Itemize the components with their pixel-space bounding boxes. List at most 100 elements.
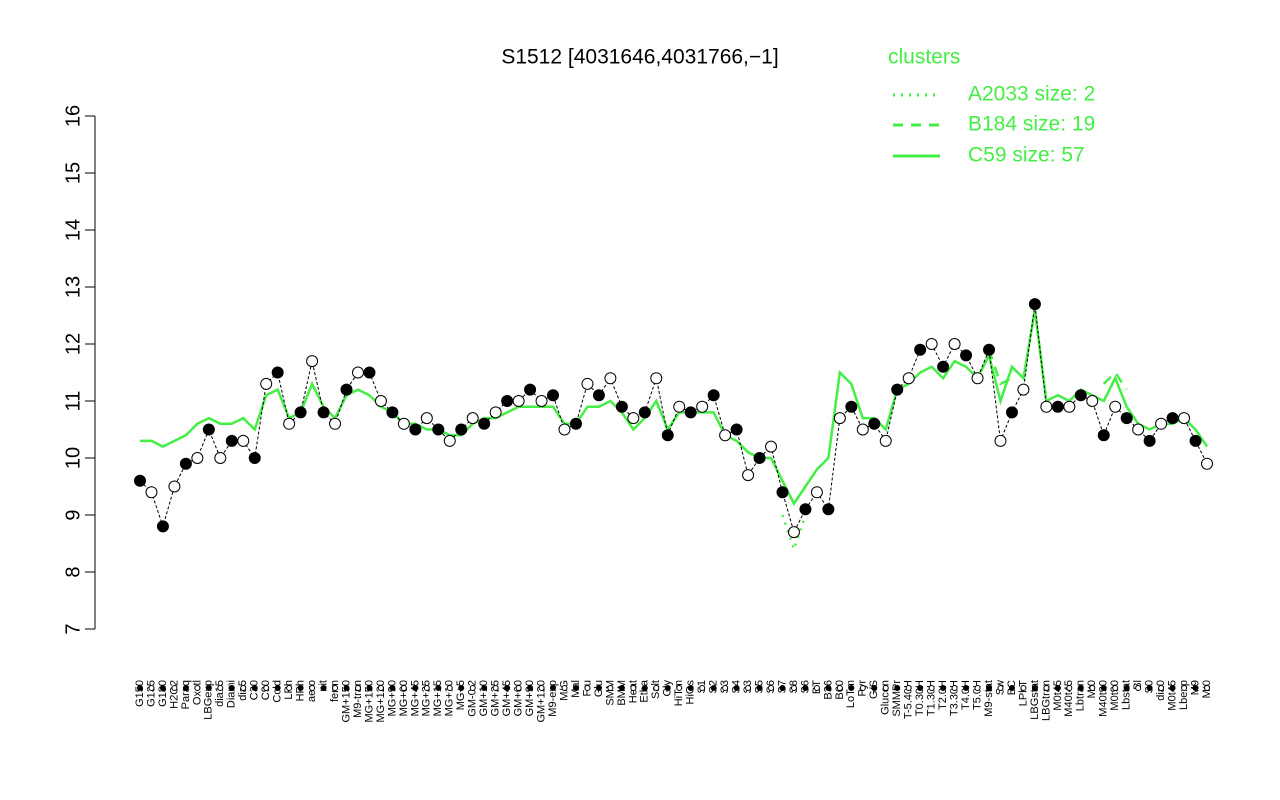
rug-dot	[217, 685, 224, 691]
rug-dot	[205, 685, 212, 691]
data-point	[1097, 429, 1110, 442]
data-point	[742, 469, 755, 482]
data-point	[558, 423, 571, 436]
rug-dot	[584, 685, 591, 691]
data-point	[1155, 417, 1168, 430]
data-point	[271, 366, 284, 379]
data-point	[501, 395, 514, 407]
data-point	[1074, 389, 1087, 402]
legend-label: C59 size: 57	[968, 144, 1085, 167]
rug-dot	[1020, 685, 1027, 691]
data-point	[822, 503, 835, 516]
rug-dot	[538, 685, 545, 691]
data-point	[455, 423, 468, 436]
rug-dot	[917, 685, 924, 691]
x-tick-label: GM+150	[340, 680, 352, 723]
rug-dot	[435, 685, 442, 691]
rug-dot	[377, 685, 384, 691]
data-point	[225, 434, 238, 447]
rug-dot	[1169, 685, 1176, 691]
y-tick-label: 11	[62, 391, 84, 412]
rug-dot	[561, 685, 568, 691]
data-point	[1028, 298, 1041, 311]
x-tick-label: Cold	[272, 680, 284, 703]
data-point	[592, 389, 605, 402]
data-point	[420, 412, 433, 425]
data-point	[202, 423, 215, 436]
data-point	[673, 400, 686, 413]
data-point	[294, 406, 307, 419]
rug-dot	[446, 685, 453, 691]
rug-dot	[687, 685, 694, 691]
rug-dot	[182, 685, 189, 691]
y-tick-label: 7	[62, 623, 84, 634]
x-tick-label: MG+120	[375, 680, 387, 723]
rug-dot	[274, 685, 281, 691]
rug-dot	[951, 685, 958, 691]
rug-dot	[905, 685, 912, 691]
data-point	[1178, 412, 1191, 425]
rug-dot	[171, 685, 178, 691]
x-tick-label: T3.30H	[948, 680, 960, 716]
data-point	[317, 406, 330, 419]
x-tick-label: M0t45	[1166, 680, 1178, 711]
data-point	[776, 486, 789, 499]
data-point	[638, 406, 651, 419]
rug-dot	[458, 685, 465, 691]
rug-dot	[309, 685, 316, 691]
rug-dot	[1158, 685, 1165, 691]
x-tick-label: T0.30H	[914, 680, 926, 716]
chart-title: S1512 [4031646,4031766,−1]	[501, 46, 778, 69]
data-point	[661, 429, 674, 442]
data-point	[1109, 400, 1122, 413]
x-tick-label: G180	[157, 680, 169, 707]
x-tick-label: GM-0.2	[467, 680, 479, 717]
data-point	[650, 372, 663, 385]
rug-dot	[400, 685, 407, 691]
rug-dot	[148, 685, 155, 691]
data-point	[1120, 412, 1133, 425]
x-tick-label: SMM	[604, 680, 616, 706]
data-point	[1040, 400, 1053, 413]
data-point	[765, 440, 778, 453]
rug-dot	[802, 685, 809, 691]
data-point	[925, 338, 938, 350]
x-tick-label: MG+60	[398, 680, 410, 716]
x-tick-label: M0t90	[1109, 680, 1121, 711]
data-point	[1005, 406, 1018, 419]
y-tick-label: 9	[62, 509, 84, 520]
x-tick-label: Paraq	[180, 680, 192, 709]
rug-dot	[894, 685, 901, 691]
x-tick-label: T1.30H	[926, 680, 938, 716]
x-tick-label: T5.0H	[971, 680, 983, 710]
rug-dot	[481, 685, 488, 691]
rug-dot	[469, 685, 476, 691]
rug-dot	[779, 685, 786, 691]
data-point	[994, 434, 1007, 447]
x-tick-label: GM+60	[513, 680, 525, 716]
data-point	[845, 400, 858, 413]
rug-dot	[1135, 685, 1142, 691]
data-point	[971, 372, 984, 385]
rug-dot	[928, 685, 935, 691]
data-point	[547, 389, 560, 402]
rug-dot	[733, 685, 740, 691]
rug-dot	[1043, 685, 1050, 691]
y-tick-label: 15	[62, 162, 84, 184]
rug-dot	[527, 685, 534, 691]
rug-dot	[974, 685, 981, 691]
data-point	[191, 452, 204, 464]
data-point	[833, 412, 846, 425]
x-tick-label: HiOs	[685, 680, 697, 705]
rug-dot	[848, 685, 855, 691]
rug-dot	[1204, 685, 1210, 691]
rug-dot	[986, 685, 993, 691]
x-tick-label: G135	[145, 680, 157, 707]
data-point	[604, 372, 617, 385]
data-point	[1189, 434, 1202, 447]
rug-dot	[1100, 685, 1107, 691]
data-point	[787, 526, 800, 539]
data-point	[868, 417, 881, 430]
rug-dot	[997, 685, 1004, 691]
rug-dot	[550, 685, 557, 691]
